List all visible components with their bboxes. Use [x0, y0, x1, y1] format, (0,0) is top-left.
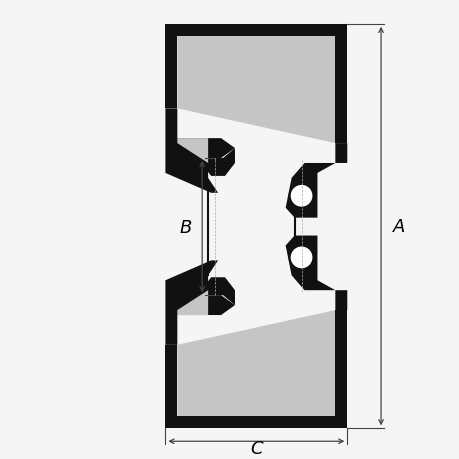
Polygon shape [177, 310, 335, 416]
Text: B: B [179, 218, 191, 236]
Polygon shape [165, 261, 235, 345]
Polygon shape [165, 25, 177, 109]
Circle shape [289, 246, 313, 270]
Polygon shape [335, 310, 347, 428]
Polygon shape [177, 291, 207, 315]
Polygon shape [165, 109, 235, 193]
Polygon shape [177, 37, 335, 144]
Circle shape [289, 185, 313, 208]
Polygon shape [165, 25, 347, 37]
Polygon shape [165, 345, 177, 428]
Text: C: C [250, 439, 262, 457]
Polygon shape [335, 25, 347, 144]
Text: A: A [392, 218, 404, 235]
Polygon shape [205, 278, 235, 305]
Polygon shape [285, 236, 347, 310]
Polygon shape [165, 416, 347, 428]
Polygon shape [285, 144, 347, 218]
Polygon shape [205, 149, 235, 177]
Polygon shape [177, 139, 207, 163]
